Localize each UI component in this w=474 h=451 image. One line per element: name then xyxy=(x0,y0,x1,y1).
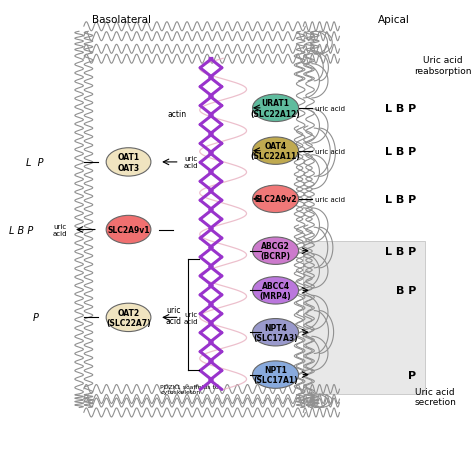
Text: L B P: L B P xyxy=(385,194,416,204)
FancyBboxPatch shape xyxy=(303,241,425,394)
Text: L  P: L P xyxy=(26,157,44,167)
Text: ABCG2
(BCRP): ABCG2 (BCRP) xyxy=(261,241,291,261)
Text: uric
acid: uric acid xyxy=(165,306,181,325)
Text: URAT1
(SLC22A12): URAT1 (SLC22A12) xyxy=(251,99,301,118)
Ellipse shape xyxy=(106,216,151,244)
Text: uric
acid: uric acid xyxy=(52,224,67,236)
Text: uric
acid: uric acid xyxy=(184,156,199,169)
Text: L B P: L B P xyxy=(385,104,416,114)
Ellipse shape xyxy=(106,304,151,332)
Text: ABCC4
(MRP4): ABCC4 (MRP4) xyxy=(260,281,292,300)
Ellipse shape xyxy=(253,95,299,122)
Text: P: P xyxy=(408,370,416,380)
Ellipse shape xyxy=(253,277,299,304)
Text: NPT4
(SLC17A3): NPT4 (SLC17A3) xyxy=(253,323,298,342)
Text: NPT1
(SLC17A1): NPT1 (SLC17A1) xyxy=(253,365,298,384)
Text: uric acid: uric acid xyxy=(315,106,345,111)
Text: Basolateral: Basolateral xyxy=(92,14,151,24)
Text: actin: actin xyxy=(168,110,187,119)
Text: SLC2A9v1: SLC2A9v1 xyxy=(107,226,150,235)
Text: Uric acid
reabsorption: Uric acid reabsorption xyxy=(414,56,472,76)
Text: B P: B P xyxy=(396,285,416,296)
Text: P: P xyxy=(33,313,38,322)
Text: L B P: L B P xyxy=(9,225,34,235)
Text: OAT4
(SLC22A11): OAT4 (SLC22A11) xyxy=(251,142,301,161)
Text: PDZK1 scaffolds to
cytoskeleton: PDZK1 scaffolds to cytoskeleton xyxy=(161,384,219,395)
Text: uric acid: uric acid xyxy=(315,148,345,154)
Ellipse shape xyxy=(253,186,299,213)
Ellipse shape xyxy=(106,148,151,177)
Text: Uric acid
secretion: Uric acid secretion xyxy=(414,387,456,406)
Text: uric
acid: uric acid xyxy=(184,311,199,324)
Text: SLC2A9v2: SLC2A9v2 xyxy=(254,195,297,204)
Text: Apical: Apical xyxy=(378,14,410,24)
Ellipse shape xyxy=(253,319,299,346)
Text: uric acid: uric acid xyxy=(315,197,345,202)
Text: L B P: L B P xyxy=(385,146,416,156)
Ellipse shape xyxy=(253,138,299,165)
Text: OAT1
OAT3: OAT1 OAT3 xyxy=(118,153,140,172)
Text: L B P: L B P xyxy=(385,246,416,256)
Ellipse shape xyxy=(253,238,299,265)
Ellipse shape xyxy=(253,361,299,388)
Text: OAT2
(SLC22A7): OAT2 (SLC22A7) xyxy=(106,308,151,327)
